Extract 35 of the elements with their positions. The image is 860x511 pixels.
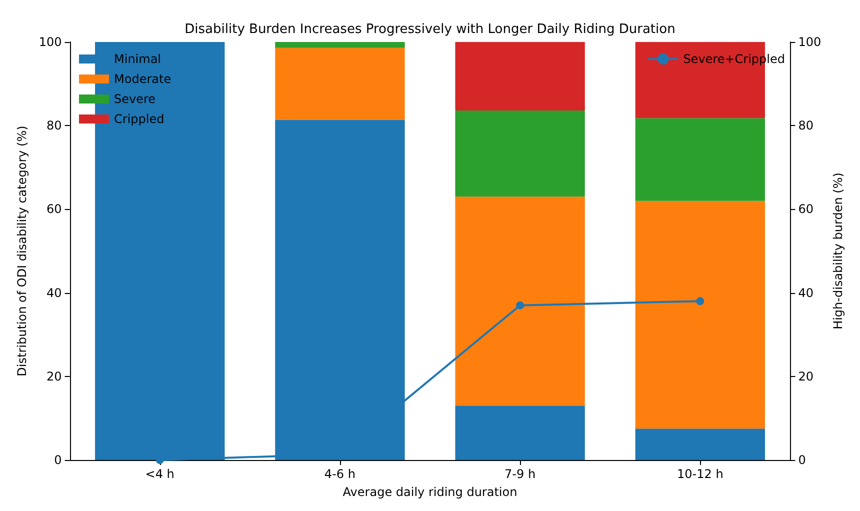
- bar: [635, 118, 765, 201]
- bar: [275, 42, 405, 48]
- legend-label: Crippled: [114, 112, 164, 126]
- bar: [635, 428, 765, 460]
- chart-title: Disability Burden Increases Progressively with Longer Daily Riding Duration: [184, 22, 676, 37]
- y2-tick-label: 0: [798, 453, 806, 467]
- bar: [455, 196, 585, 406]
- y-axis-title: Distribution of ODI disability category (%): [15, 126, 29, 376]
- legend-label: Severe: [114, 92, 156, 106]
- bar: [635, 200, 765, 429]
- x-tick-label: <4 h: [145, 467, 174, 481]
- x-tick-label: 10-12 h: [677, 467, 724, 481]
- y2-tick-label: 20: [798, 369, 814, 384]
- y-tick-label: 100: [38, 35, 62, 49]
- y2-tick-label: 100: [798, 35, 822, 49]
- point: [516, 301, 524, 310]
- y2-axis-title: High-disability burden (%): [831, 172, 845, 330]
- y2-tick-label: 40: [798, 286, 814, 300]
- bar: [455, 42, 585, 111]
- point: [696, 297, 704, 306]
- y-tick-label: 20: [46, 369, 62, 384]
- y-tick-label: 0: [54, 453, 62, 467]
- y2-tick-label: 60: [798, 202, 814, 216]
- y-tick-label: 40: [46, 286, 62, 300]
- y-tick-label: 80: [46, 118, 62, 133]
- legend-label: Minimal: [114, 52, 162, 66]
- x-tick-label: 4-6 h: [324, 467, 356, 481]
- x-axis-title: Average daily riding duration: [342, 485, 518, 499]
- y-tick-label: 60: [46, 202, 62, 216]
- bar: [275, 48, 405, 120]
- y2-tick-label: 80: [798, 118, 814, 133]
- legend-label: Moderate: [114, 72, 172, 86]
- bar: [455, 110, 585, 197]
- x-tick-label: 7-9 h: [504, 467, 536, 481]
- bar: [455, 406, 585, 460]
